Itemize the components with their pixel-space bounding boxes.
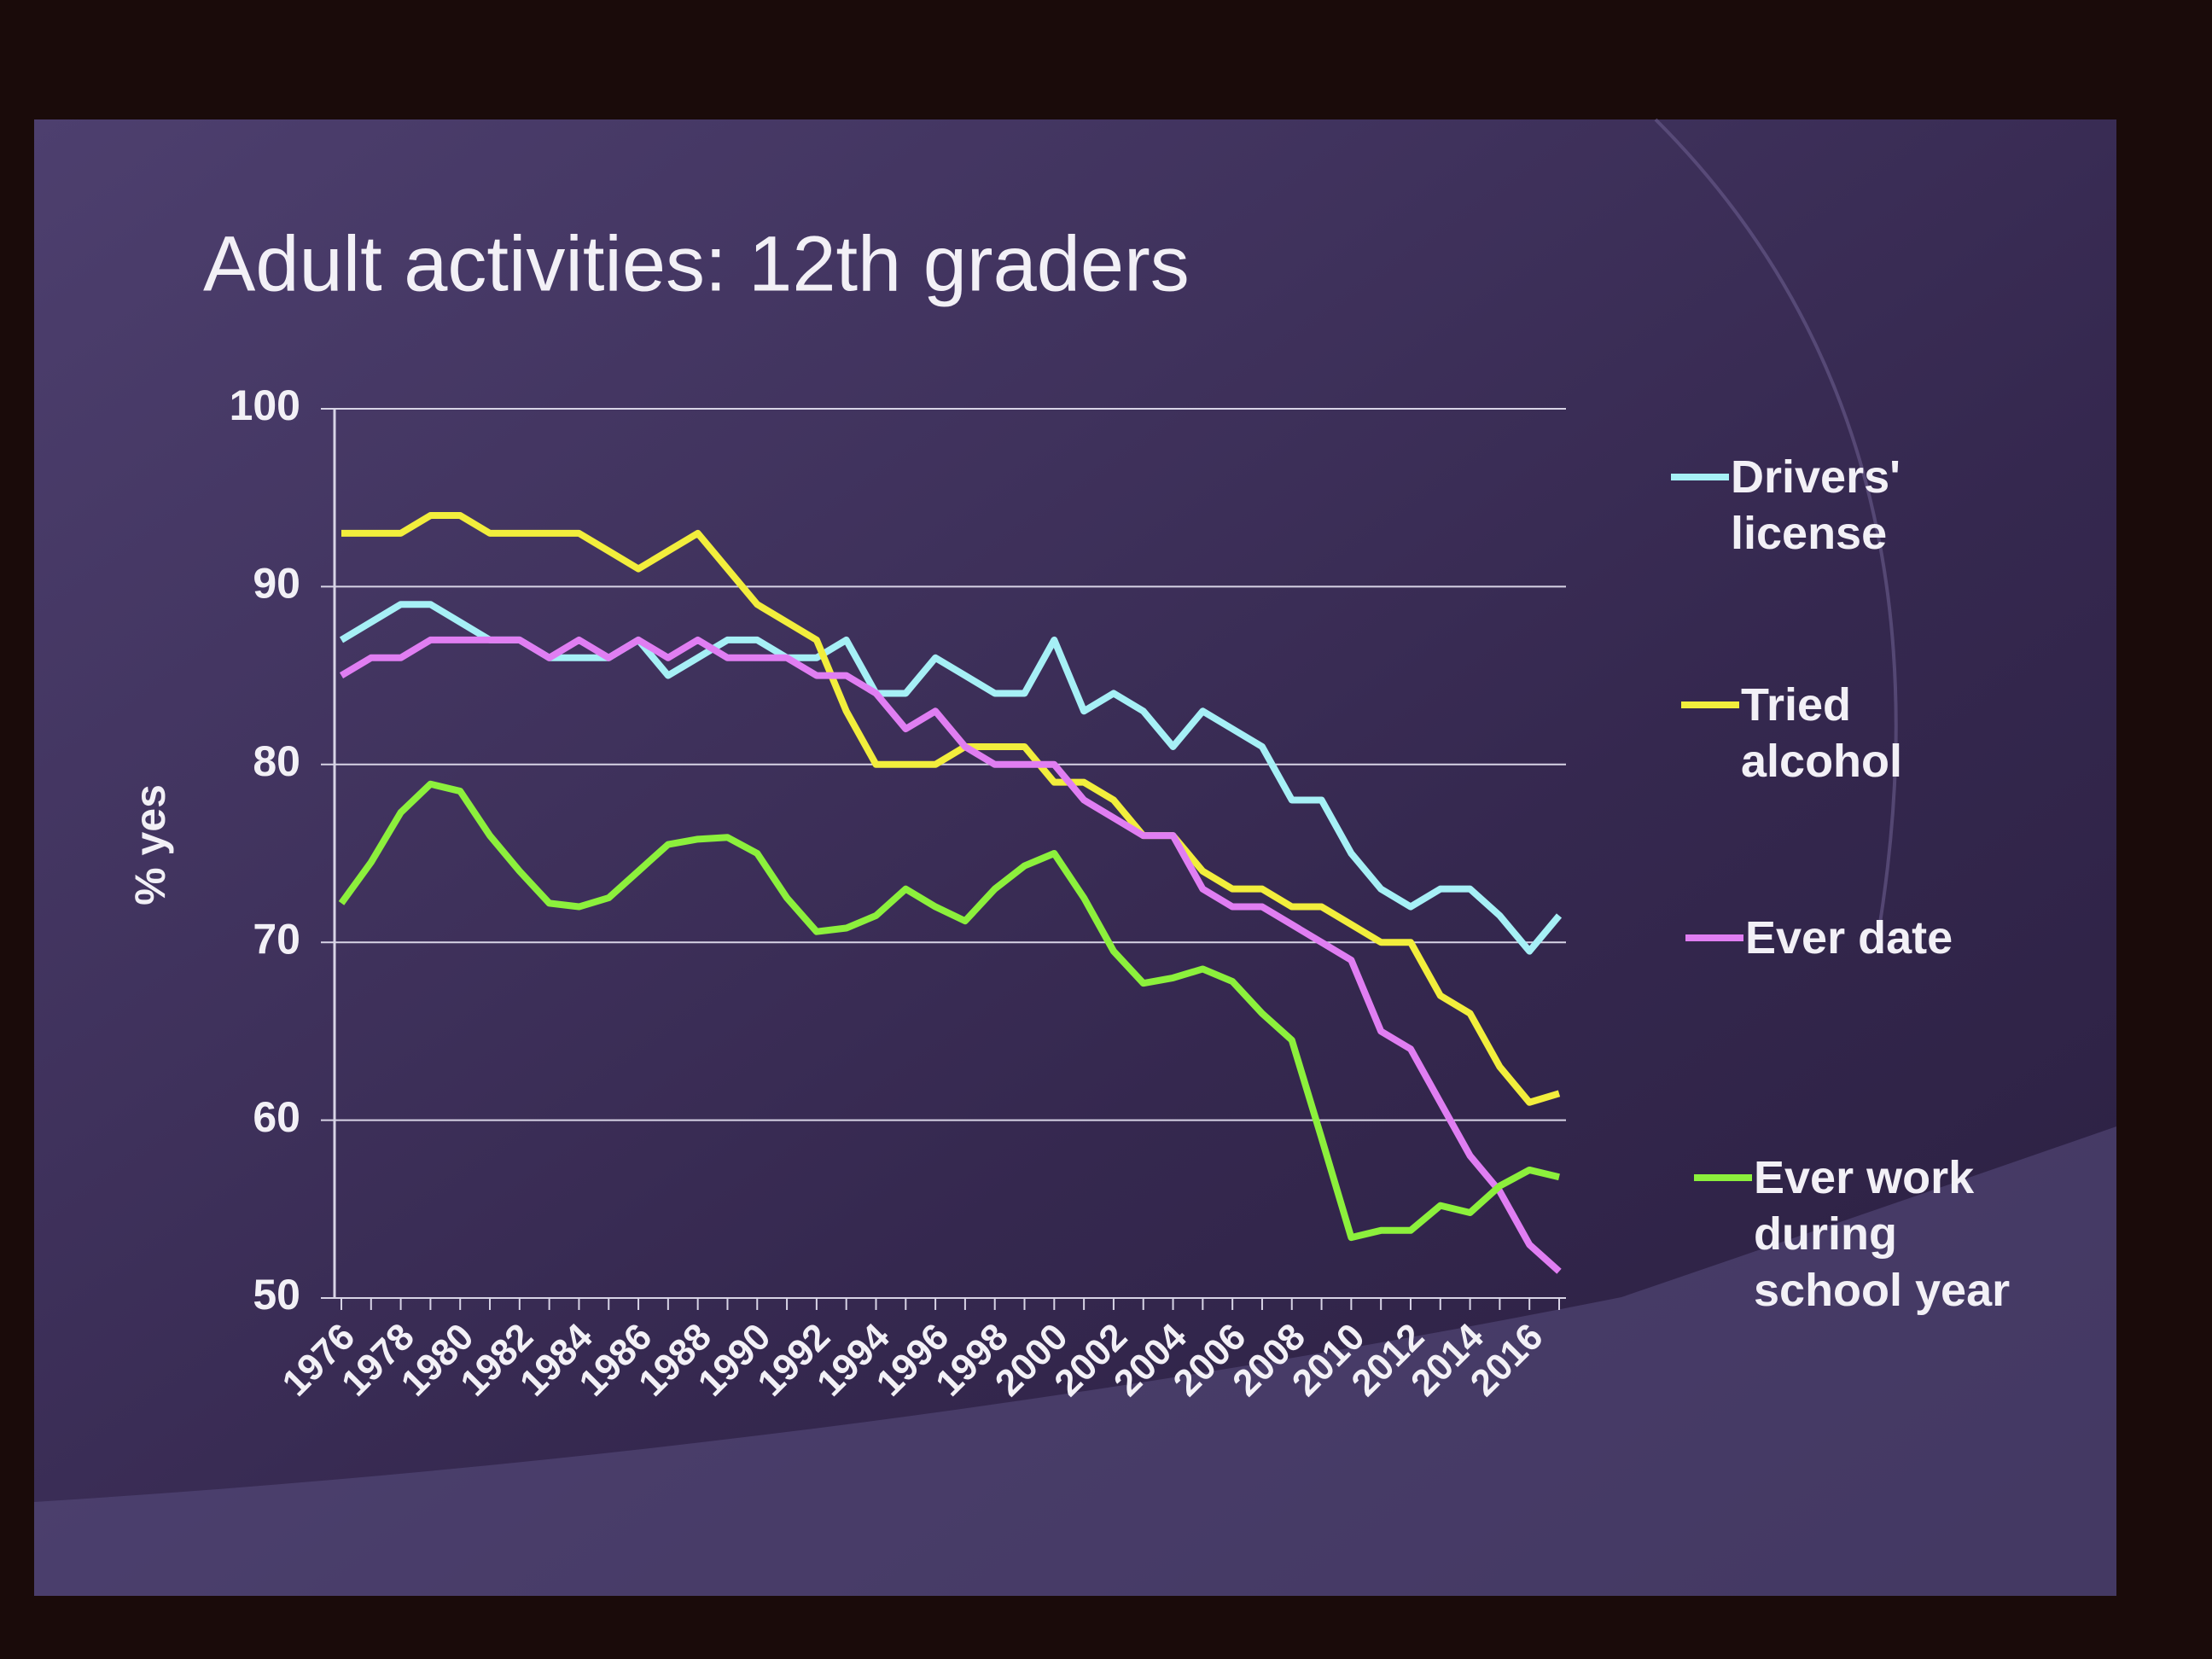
y-tick-label: 100 — [230, 381, 300, 429]
y-tick-label: 50 — [253, 1271, 300, 1318]
series-line — [338, 780, 1560, 1242]
y-tick-label: 60 — [253, 1093, 300, 1141]
y-tick-label: 90 — [253, 560, 300, 608]
legend-label: Ever date — [1745, 912, 1953, 963]
legend-label: Ever work during school year — [1754, 1152, 2011, 1316]
slide-arc — [1654, 118, 1898, 940]
chart-title: Adult activities: 12th graders — [203, 220, 1190, 307]
legend-label: Tried alcohol — [1741, 679, 1903, 787]
y-tick-label: 70 — [253, 915, 300, 963]
series-line — [339, 636, 1562, 1274]
y-axis-label: % yes — [126, 784, 174, 905]
slide-swoosh — [34, 1126, 2116, 1596]
legend-label: Drivers' license — [1731, 451, 1901, 559]
series-line — [341, 512, 1561, 1106]
y-tick-label: 80 — [253, 737, 300, 785]
